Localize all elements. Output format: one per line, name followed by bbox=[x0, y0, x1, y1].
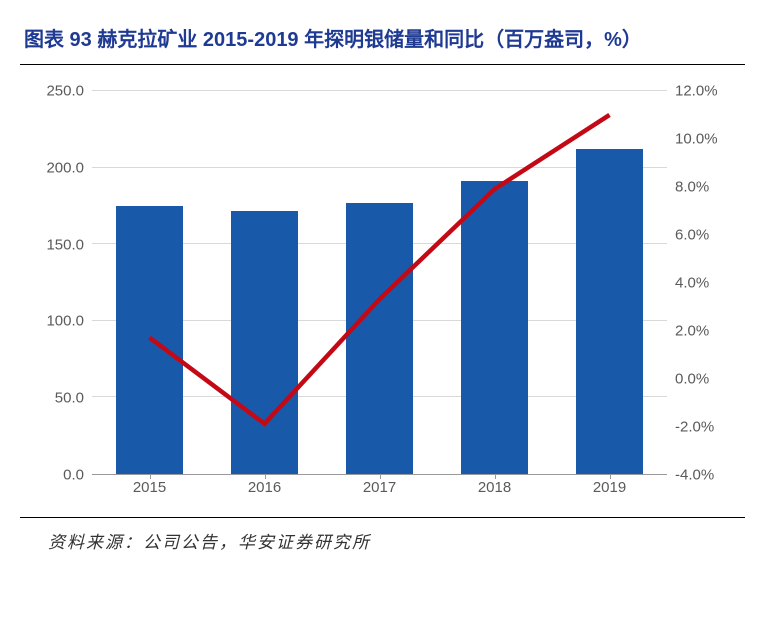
bar-series bbox=[92, 91, 667, 474]
y-right-tick-label: 4.0% bbox=[675, 275, 735, 292]
y-right-tick-label: -2.0% bbox=[675, 419, 735, 436]
y-right-tick-label: -4.0% bbox=[675, 467, 735, 484]
chart-figure: 图表 93 赫克拉矿业 2015-2019 年探明银储量和同比（百万盎司，%） … bbox=[20, 20, 745, 553]
bar bbox=[116, 206, 183, 474]
y-left-tick-label: 50.0 bbox=[30, 390, 84, 407]
y-right-tick-label: 12.0% bbox=[675, 83, 735, 100]
y-right-tick-label: 10.0% bbox=[675, 131, 735, 148]
y-left-tick-label: 150.0 bbox=[30, 236, 84, 253]
plot bbox=[92, 91, 667, 475]
y-right-tick-label: 0.0% bbox=[675, 371, 735, 388]
bar bbox=[461, 181, 528, 474]
y-left-tick-label: 0.0 bbox=[30, 467, 84, 484]
x-tick-label: 2019 bbox=[552, 479, 667, 503]
bar bbox=[576, 149, 643, 474]
bar bbox=[231, 211, 298, 475]
bar-slot bbox=[437, 91, 552, 474]
bar-slot bbox=[552, 91, 667, 474]
x-tick-label: 2016 bbox=[207, 479, 322, 503]
y-right-tick-label: 8.0% bbox=[675, 179, 735, 196]
chart-title: 图表 93 赫克拉矿业 2015-2019 年探明银储量和同比（百万盎司，%） bbox=[20, 20, 745, 65]
x-axis-labels: 20152016201720182019 bbox=[92, 479, 667, 503]
x-tick-label: 2017 bbox=[322, 479, 437, 503]
bar-slot bbox=[207, 91, 322, 474]
y-left-tick-label: 200.0 bbox=[30, 159, 84, 176]
y-left-tick-label: 250.0 bbox=[30, 83, 84, 100]
bar-slot bbox=[92, 91, 207, 474]
x-tick-label: 2015 bbox=[92, 479, 207, 503]
source-text: 资料来源：公司公告，华安证券研究所 bbox=[20, 517, 745, 553]
bar-slot bbox=[322, 91, 437, 474]
plot-area: 0.0 50.0 100.0 150.0 200.0 250.0 -4.0% -2.0% 0.… bbox=[30, 83, 735, 503]
y-right-tick-label: 2.0% bbox=[675, 323, 735, 340]
y-right-tick-label: 6.0% bbox=[675, 227, 735, 244]
y-left-tick-label: 100.0 bbox=[30, 313, 84, 330]
x-tick-label: 2018 bbox=[437, 479, 552, 503]
y-right-axis: -4.0% -2.0% 0.0% 2.0% 4.0% 6.0% 8.0% 10.0% 12.0% bbox=[675, 83, 735, 503]
bar bbox=[346, 203, 413, 474]
y-left-axis: 0.0 50.0 100.0 150.0 200.0 250.0 bbox=[30, 83, 84, 503]
